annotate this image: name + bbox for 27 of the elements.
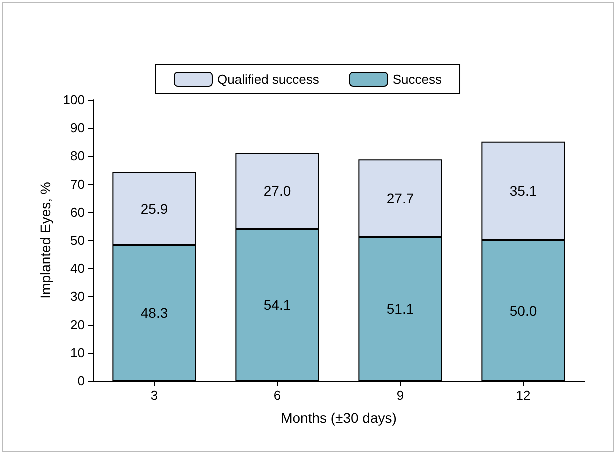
x-tick-label: 9 [396, 388, 404, 403]
data-label: 54.1 [264, 296, 292, 313]
x-tick-label: 6 [274, 388, 282, 403]
y-tick-label: 90 [70, 120, 85, 136]
data-label: 27.0 [264, 183, 292, 200]
y-tick-label: 30 [70, 289, 85, 304]
data-label: 48.3 [140, 305, 168, 322]
data-label: 51.1 [386, 301, 414, 318]
y-tick-label: 60 [70, 204, 85, 220]
y-tick-label: 40 [70, 261, 85, 276]
x-tick-label: 3 [150, 388, 158, 403]
legend-label: Success [392, 72, 443, 87]
y-tick-label: 70 [70, 176, 85, 192]
data-label: 50.0 [510, 302, 538, 319]
x-axis-title: Months (±30 days) [281, 410, 397, 426]
legend-label: Qualified success [217, 72, 320, 87]
y-tick-label: 80 [70, 148, 85, 164]
y-tick-label: 10 [70, 345, 85, 360]
data-label: 27.7 [386, 190, 414, 206]
x-tick-label: 12 [516, 388, 531, 403]
y-tick-label: 20 [70, 317, 85, 332]
y-tick-label: 0 [78, 374, 85, 388]
y-tick-label: 100 [63, 92, 85, 108]
y-axis-title: Implanted Eyes, % [37, 182, 54, 299]
data-label: 35.1 [510, 183, 538, 200]
data-label: 25.9 [140, 200, 168, 217]
y-tick-label: 50 [70, 233, 85, 248]
